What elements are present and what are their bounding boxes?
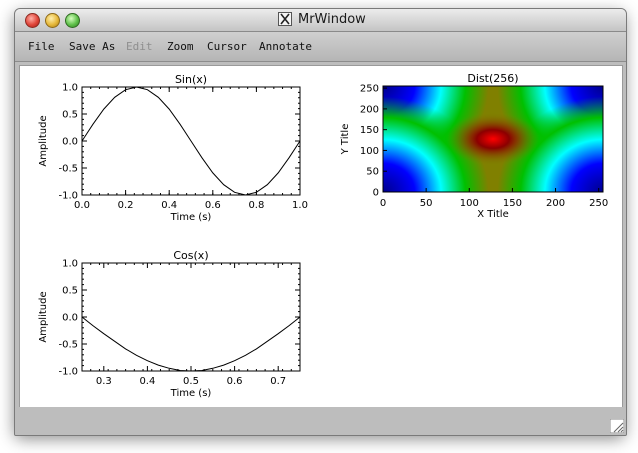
y-tick-label: 1.0 (62, 83, 78, 94)
x-tick-label: 1.0 (292, 200, 308, 211)
y-tick-label: -1.0 (58, 367, 78, 378)
x-tick-label: 0.4 (139, 376, 155, 387)
x-tick-label: 0.6 (227, 376, 243, 387)
y-tick-label: 0.5 (62, 110, 78, 121)
y-axis-label: Y Title (340, 124, 351, 156)
menu-cursor[interactable]: Cursor (207, 40, 247, 53)
x-axis-label: Time (s) (170, 388, 212, 399)
y-tick-label: -1.0 (58, 191, 78, 202)
title-bar[interactable]: MrWindow (15, 9, 626, 32)
x-axis-label: Time (s) (170, 212, 212, 223)
minimize-icon[interactable] (45, 13, 60, 28)
x-tick-label: 0.4 (161, 200, 177, 211)
y-tick-label: 0.0 (62, 313, 78, 324)
x-tick-label: 0 (380, 198, 386, 209)
plot-canvas[interactable]: 0.0 0.2 0.4 0.6 0.8 1.0 -1.0 -0.5 0.0 0.5 1.0 Sin(x… (19, 65, 623, 408)
status-bar (15, 407, 626, 435)
y-tick-label: -0.5 (58, 164, 78, 175)
x-tick-label: 250 (589, 198, 608, 209)
x-tick-label: 0.3 (96, 376, 112, 387)
x-tick-label: 150 (503, 198, 522, 209)
plot-frame (382, 85, 604, 193)
y-tick-label: 0 (373, 188, 379, 199)
y-tick-label: 0.5 (62, 286, 78, 297)
x-tick-label: 0.5 (183, 376, 199, 387)
app-window: MrWindow File Save As Edit Zoom Cursor A… (14, 8, 627, 436)
zoom-icon[interactable] (65, 13, 80, 28)
x-tick-label: 0.2 (118, 200, 134, 211)
y-tick-label: 1.0 (62, 259, 78, 270)
y-tick-label: 0.0 (62, 137, 78, 148)
menu-zoom[interactable]: Zoom (167, 40, 194, 53)
y-tick-label: 100 (360, 146, 379, 157)
x-axis-label: X Title (477, 209, 508, 220)
x11-icon (278, 12, 292, 26)
plot-area: 0.0 0.2 0.4 0.6 0.8 1.0 -1.0 -0.5 0.0 0.5 1.0 Sin(x… (38, 72, 608, 399)
x-tick-label: 100 (460, 198, 479, 209)
y-axis-label: Amplitude (38, 291, 49, 342)
series-line (81, 86, 301, 196)
y-tick-label: 200 (360, 104, 379, 115)
window-title: MrWindow (298, 12, 366, 27)
menu-edit: Edit (126, 40, 153, 53)
close-icon[interactable] (25, 13, 40, 28)
menu-save-as[interactable]: Save As (69, 40, 116, 53)
y-tick-label: 50 (366, 167, 379, 178)
y-tick-label: 150 (360, 125, 379, 136)
chart-title: Sin(x) (175, 73, 207, 86)
menu-annotate[interactable]: Annotate (259, 40, 312, 53)
y-tick-label: -0.5 (58, 340, 78, 351)
chart-title: Dist(256) (467, 72, 518, 85)
y-tick-label: 250 (360, 84, 379, 95)
menu-bar: File Save As Edit Zoom Cursor Annotate (15, 32, 626, 62)
x-tick-label: 0.8 (248, 200, 264, 211)
x-tick-label: 50 (420, 198, 433, 209)
x-tick-label: 0.0 (74, 200, 90, 211)
plot-frame (81, 262, 301, 372)
resize-grip-icon[interactable] (610, 419, 624, 433)
x-tick-label: 200 (546, 198, 565, 209)
series-line (81, 316, 301, 372)
x-tick-label: 0.7 (270, 376, 286, 387)
heatmap-center (383, 86, 603, 192)
menu-file[interactable]: File (28, 40, 55, 53)
y-axis-label: Amplitude (38, 115, 49, 166)
heatmap-image (383, 86, 603, 192)
x-tick-label: 0.6 (205, 200, 221, 211)
chart-title: Cos(x) (173, 249, 208, 262)
